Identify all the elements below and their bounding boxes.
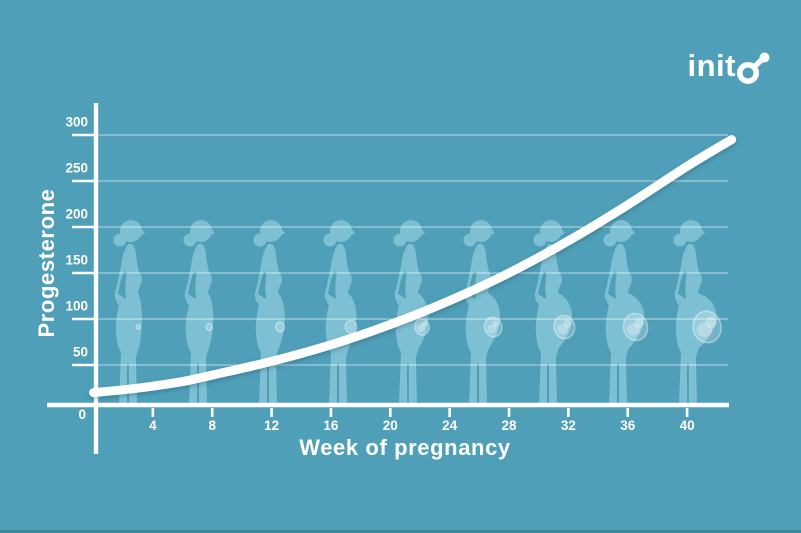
inito-logo: init [688,50,776,86]
pregnant-woman-figure [253,220,285,405]
y-tick-label: 100 [65,299,88,314]
fetus-head [634,318,644,328]
y-tick-label: 300 [65,115,88,130]
figure-nose [698,226,705,237]
figure-nose [488,226,495,237]
tick-labels-layer: 50 100 150 200 250 300 0 4 8 12 16 20 24 28 32 36 40 [65,115,694,434]
fetus-body [556,323,569,335]
figure-head [470,220,492,242]
figure-nose [558,226,565,237]
x-tick-label: 20 [383,418,398,433]
figure-head [540,220,562,242]
x-tick-label: 16 [323,418,339,433]
curve-layer [89,135,737,398]
figure-head [610,220,632,242]
gridlines-layer [72,133,728,367]
progesterone-curve [89,135,737,398]
fetus-body [626,323,641,336]
figure-head [680,220,702,242]
inito-logo-o-mark-icon [737,52,770,84]
figure-nose [628,226,635,237]
pregnant-woman-figure [673,220,722,405]
figure-head [330,220,352,242]
origin-label: 0 [78,407,86,422]
fetus-sac [135,324,141,330]
y-tick-label: 50 [73,345,88,360]
pregnant-woman-figure [603,220,649,405]
pregnant-woman-figure [323,220,358,405]
fetus-sac [483,316,503,338]
figure-nose [208,226,215,237]
y-tick-label: 250 [65,161,88,176]
fetus-head [492,320,500,328]
x-tick-label: 28 [502,418,518,433]
x-tick-label: 4 [149,418,157,433]
fetus-body [696,322,713,337]
fetus-sac [622,312,649,342]
figure-nose [138,226,145,237]
x-axis-label: Week of pregnancy [299,435,511,460]
figure-head [260,220,282,242]
x-tick-label: 24 [442,418,458,433]
y-axis-label: Progesterone [34,188,59,337]
figure-head [120,220,142,242]
figure-head [400,220,422,242]
figure-nose [418,226,425,237]
x-tick-label: 32 [561,418,576,433]
pregnant-woman-figure [113,220,145,405]
fetus-head [421,321,428,328]
fetus-sac [553,314,576,340]
fetus-body [486,324,497,334]
x-tick-label: 40 [680,418,695,433]
fetus-sac [275,321,285,333]
y-tick-label: 150 [65,253,88,268]
bottom-edge-shade [0,530,801,533]
figure-head [190,220,212,242]
figure-nose [278,226,285,237]
pregnant-woman-figure [463,220,503,405]
inito-logo-text: init [687,48,736,83]
fetus-head [563,319,572,328]
figure-nose [348,226,355,237]
x-tick-label: 12 [264,418,279,433]
fetus-body [416,324,425,333]
x-tick-label: 8 [208,418,216,433]
fetus-sac [205,322,213,332]
x-tick-label: 36 [620,418,636,433]
y-tick-label: 200 [65,207,88,222]
